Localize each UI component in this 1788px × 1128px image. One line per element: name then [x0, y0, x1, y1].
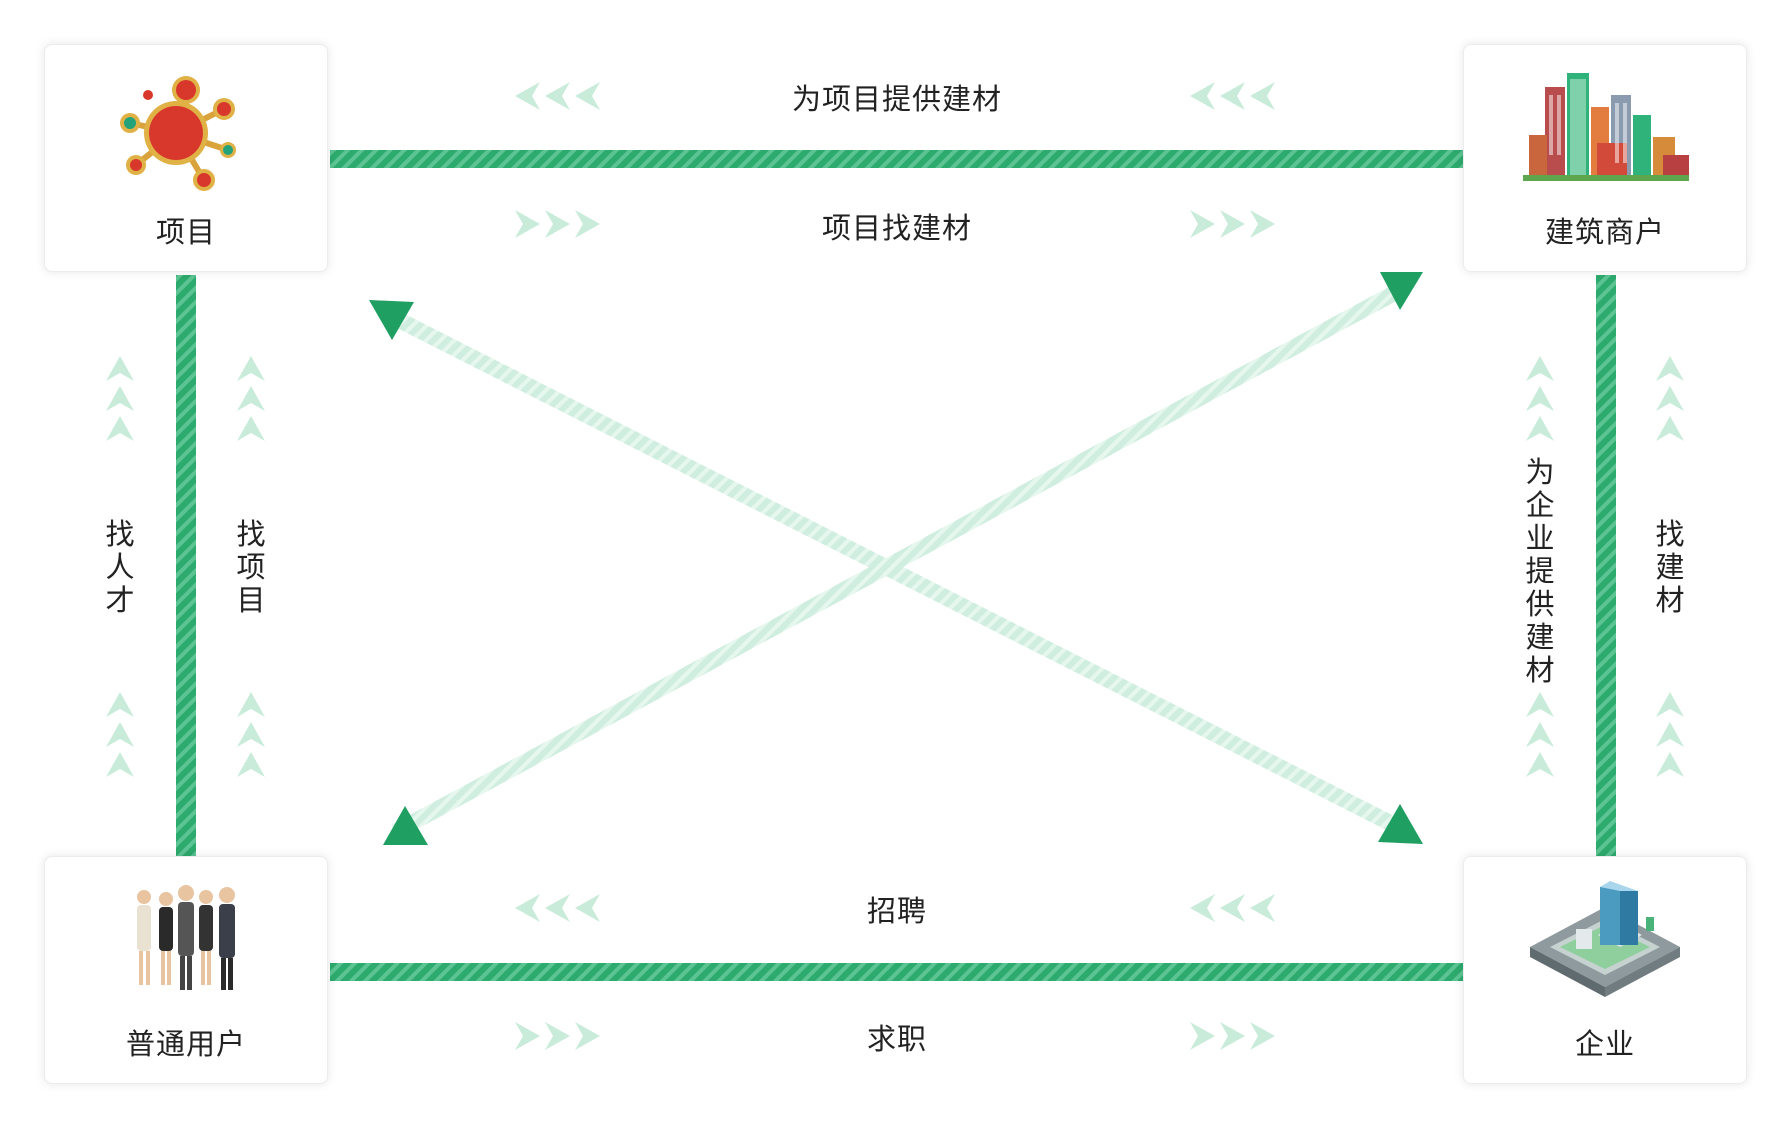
chevrons-right-icon [1190, 210, 1275, 238]
arrowhead-down-right-icon [1378, 804, 1423, 844]
chevrons-left-icon [1190, 82, 1275, 110]
node-project[interactable]: 项目 [44, 44, 328, 272]
city-buildings-icon [1464, 65, 1746, 195]
chevrons-up-icon [237, 356, 265, 441]
connector-top [330, 150, 1465, 168]
chevrons-left-icon [1190, 894, 1275, 922]
edge-label-top-upper: 为项目提供建材 [791, 82, 1002, 116]
connector-bottom [330, 963, 1465, 981]
node-user[interactable]: 普通用户 [44, 856, 328, 1084]
office-block-icon [1464, 877, 1746, 1007]
connector-left [176, 275, 196, 860]
edge-label-top-lower: 项目找建材 [821, 211, 972, 245]
chevrons-up-icon [106, 692, 134, 777]
chevrons-up-icon [1656, 692, 1684, 777]
people-group-icon [45, 877, 327, 1007]
edge-label-right-inner: 为企业提供建材 [1525, 455, 1555, 687]
chevrons-up-icon [106, 356, 134, 441]
edge-label-bottom-upper: 招聘 [866, 894, 927, 928]
edge-label-left-inner: 找项目 [236, 517, 266, 617]
edge-label-right-outer: 找建材 [1655, 517, 1685, 617]
arrowhead-down-left-icon [383, 806, 428, 845]
edge-label-bottom-lower: 求职 [866, 1022, 927, 1056]
node-label: 普通用户 [125, 1027, 246, 1061]
chevrons-right-icon [1190, 1022, 1275, 1050]
arrowhead-up-left-icon [369, 300, 414, 340]
chevrons-up-icon [1656, 356, 1684, 441]
chevrons-right-icon [515, 1022, 600, 1050]
chevrons-right-icon [515, 210, 600, 238]
node-label: 建筑商户 [1544, 215, 1665, 249]
diagonal-arrow-project-enterprise [391, 310, 1404, 836]
edge-label-left-outer: 找人才 [105, 517, 135, 617]
chevrons-left-icon [515, 894, 600, 922]
node-enterprise[interactable]: 企业 [1463, 856, 1747, 1084]
arrowhead-up-right-icon [1380, 272, 1423, 310]
chevrons-up-icon [237, 692, 265, 777]
node-supplier[interactable]: 建筑商户 [1463, 44, 1747, 272]
chevrons-left-icon [515, 82, 600, 110]
network-node-icon [45, 65, 327, 195]
diagonal-arrow-supplier-user [391, 282, 1404, 840]
node-label: 项目 [155, 215, 216, 249]
chevrons-up-icon [1526, 692, 1554, 777]
chevrons-up-icon [1526, 356, 1554, 441]
node-label: 企业 [1574, 1027, 1635, 1061]
connector-right [1596, 275, 1616, 860]
